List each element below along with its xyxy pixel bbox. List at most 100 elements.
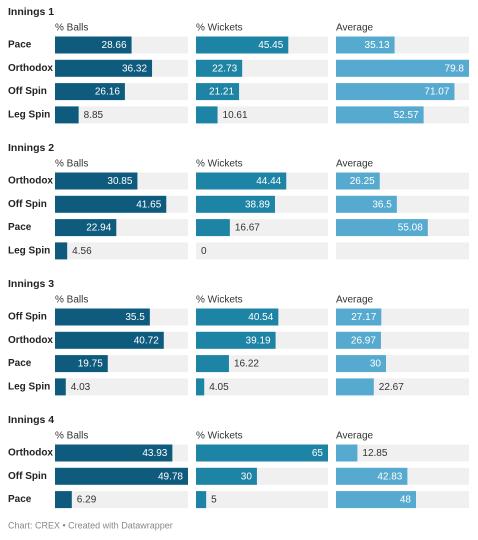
chart-title: Innings 2 (8, 142, 54, 154)
bar (196, 106, 218, 124)
bar (55, 242, 68, 260)
column-header: % Wickets (196, 23, 243, 34)
bar (55, 444, 173, 462)
row-label: Off Spin (8, 471, 47, 482)
column-header: % Wickets (196, 295, 243, 306)
bar-background (55, 378, 188, 396)
bar (55, 331, 164, 349)
value-label: 40.54 (248, 312, 273, 323)
row-label: Leg Spin (8, 382, 50, 393)
bar (55, 308, 150, 326)
bar (336, 331, 381, 349)
value-label: 35.5 (125, 312, 145, 323)
bar (55, 378, 66, 396)
value-label: 4.05 (209, 382, 229, 393)
row-label: Orthodox (8, 335, 53, 346)
value-label: 26.16 (95, 87, 120, 98)
bar (336, 195, 397, 213)
bar (55, 36, 132, 54)
bar-background (196, 242, 328, 260)
bar-background (55, 242, 188, 260)
bar (55, 83, 125, 101)
value-label: 30 (241, 471, 253, 482)
bar-background (196, 491, 328, 509)
bar-background (196, 106, 328, 124)
bar (196, 172, 287, 190)
value-label: 55.08 (398, 223, 423, 234)
bar-background (196, 378, 328, 396)
column-header: Average (336, 295, 374, 306)
value-label: 4.56 (72, 246, 92, 257)
row-label: Orthodox (8, 448, 53, 459)
bar-background (336, 444, 469, 462)
column-header: Average (336, 431, 374, 442)
value-label: 22.67 (379, 382, 404, 393)
bar-background (336, 242, 469, 260)
value-label: 40.72 (134, 335, 159, 346)
bar (336, 219, 428, 237)
value-label: 28.66 (102, 40, 127, 51)
value-label: 52.57 (394, 110, 419, 121)
row-label: Pace (8, 494, 32, 505)
bar (196, 36, 289, 54)
bar (336, 172, 380, 190)
value-label: 22.94 (86, 223, 111, 234)
column-header: % Wickets (196, 159, 243, 170)
row-label: Leg Spin (8, 110, 50, 121)
bar (196, 308, 279, 326)
value-label: 43.93 (142, 448, 167, 459)
row-label: Off Spin (8, 86, 47, 97)
bar (55, 106, 79, 124)
column-header: % Balls (55, 23, 88, 34)
value-label: 26.97 (351, 335, 376, 346)
column-header: % Wickets (196, 431, 243, 442)
value-label: 0 (201, 246, 207, 257)
value-label: 12.85 (362, 448, 387, 459)
bar-background (55, 106, 188, 124)
column-header: % Balls (55, 431, 88, 442)
row-label: Pace (8, 40, 32, 51)
bar (196, 378, 205, 396)
value-label: 19.75 (78, 359, 103, 370)
value-label: 36.5 (372, 199, 392, 210)
value-label: 26.25 (350, 176, 375, 187)
value-label: 10.61 (223, 110, 248, 121)
value-label: 16.67 (235, 223, 260, 234)
value-label: 39.19 (246, 335, 271, 346)
bar (55, 491, 72, 509)
value-label: 65 (312, 448, 324, 459)
bar (196, 331, 276, 349)
bar-background (196, 355, 328, 373)
bar (55, 172, 138, 190)
value-label: 48 (400, 495, 412, 506)
bar (196, 355, 229, 373)
bar (55, 219, 117, 237)
value-label: 5 (211, 495, 217, 506)
row-label: Pace (8, 222, 32, 233)
bar (196, 219, 230, 237)
bar (55, 195, 167, 213)
value-label: 36.32 (122, 63, 147, 74)
bar (196, 444, 328, 462)
bar (336, 491, 416, 509)
value-label: 35.13 (365, 40, 390, 51)
row-label: Leg Spin (8, 246, 50, 257)
footer: Chart: CREX • Created with Datawrapper (8, 520, 173, 530)
bar (336, 308, 382, 326)
bar (55, 59, 153, 77)
value-label: 4.03 (71, 382, 91, 393)
row-label: Orthodox (8, 63, 53, 74)
column-header: Average (336, 23, 374, 34)
bar (196, 195, 275, 213)
value-label: 21.21 (209, 87, 234, 98)
value-label: 79.8 (445, 63, 465, 74)
value-label: 8.85 (84, 110, 104, 121)
column-header: Average (336, 159, 374, 170)
value-label: 45.45 (258, 40, 283, 51)
bar (196, 467, 257, 485)
row-label: Pace (8, 358, 32, 369)
value-label: 16.22 (234, 359, 259, 370)
value-label: 22.73 (212, 63, 237, 74)
bar (336, 378, 374, 396)
